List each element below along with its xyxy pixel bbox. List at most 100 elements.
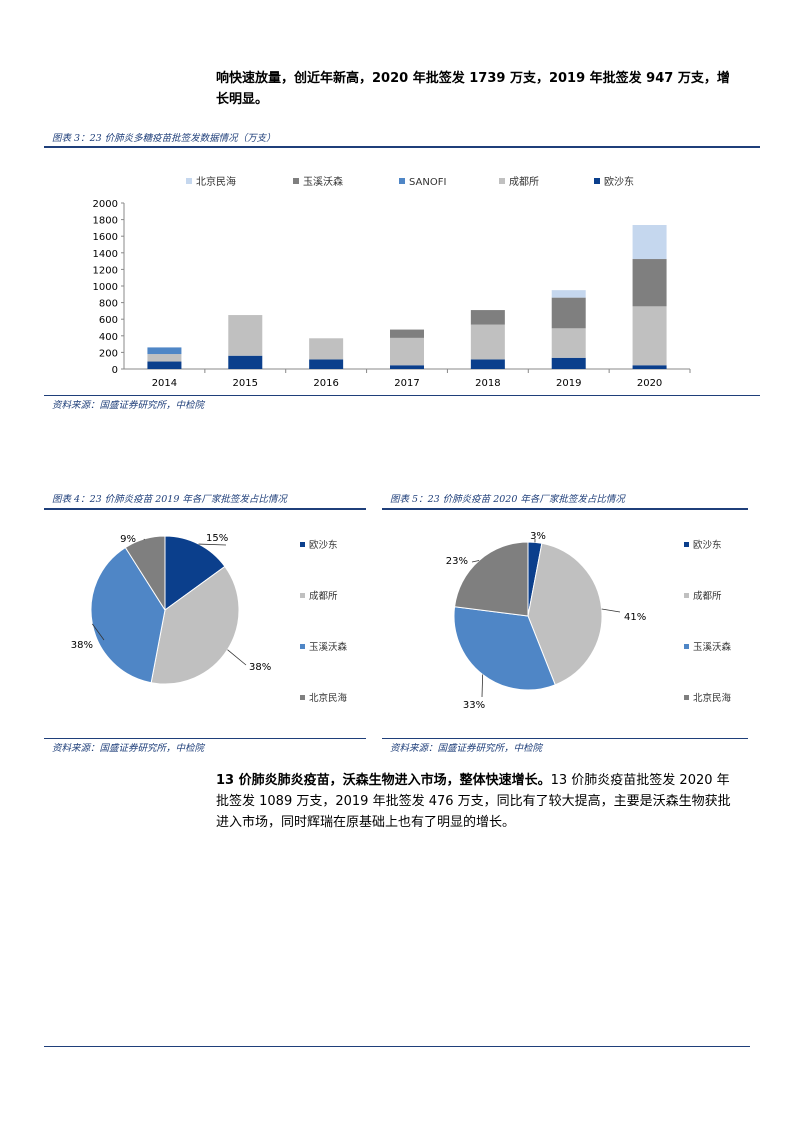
bar-segment xyxy=(551,357,586,369)
legend-label: 玉溪沃森 xyxy=(309,641,348,653)
y-tick-label: 1200 xyxy=(93,265,118,276)
legend-swatch xyxy=(300,542,305,547)
y-tick-label: 0 xyxy=(112,365,118,376)
figure5-top-rule xyxy=(382,508,748,510)
leader-line xyxy=(227,649,247,666)
bar-segment xyxy=(390,365,424,369)
legend-label: 成都所 xyxy=(509,176,539,188)
y-tick-label: 200 xyxy=(99,348,118,359)
x-tick-label: 2018 xyxy=(475,378,500,389)
x-tick-label: 2016 xyxy=(313,378,338,389)
legend-swatch xyxy=(499,178,505,184)
legend-swatch xyxy=(300,644,305,649)
legend-label: 北京民海 xyxy=(693,692,732,704)
y-tick-label: 2000 xyxy=(93,199,118,210)
figure3-source: 资料来源：国盛证券研究所，中检院 xyxy=(52,400,205,411)
section-line-1: 13 价肺炎肺炎疫苗，沃森生物进入市场，整体快速增长。13 价肺炎疫苗批签发 2… xyxy=(216,770,756,791)
figure3-bottom-rule xyxy=(44,395,760,396)
footer-rule xyxy=(44,1046,750,1047)
legend-swatch xyxy=(684,695,689,700)
figure5-caption: 图表 5：23 价肺炎疫苗 2020 年各厂家批签发占比情况 xyxy=(390,494,625,505)
y-tick-label: 1400 xyxy=(93,249,118,260)
y-tick-label: 1800 xyxy=(93,216,118,227)
legend-swatch xyxy=(684,593,689,598)
leader-line xyxy=(91,623,105,641)
data-label: 3% xyxy=(530,531,546,542)
bar-segment xyxy=(632,306,667,366)
bar-segment xyxy=(551,297,586,329)
bar-segment xyxy=(470,359,505,369)
figure3-top-rule xyxy=(44,146,760,148)
bar-segment xyxy=(228,315,263,356)
legend-swatch xyxy=(684,644,689,649)
data-label: 23% xyxy=(446,556,468,567)
legend-label: SANOFI xyxy=(409,177,446,188)
legend-label: 欧沙东 xyxy=(604,175,634,188)
pie-slice xyxy=(124,535,166,612)
section-paragraph: 13 价肺炎肺炎疫苗，沃森生物进入市场，整体快速增长。13 价肺炎疫苗批签发 2… xyxy=(216,770,756,833)
legend-label: 欧沙东 xyxy=(693,539,722,551)
intro-line-1: 响快速放量，创近年新高，2020 年批签发 1739 万支，2019 年批签发 … xyxy=(216,71,730,86)
bar-segment xyxy=(390,329,424,338)
intro-line-2: 长明显。 xyxy=(216,92,269,107)
leader-line xyxy=(198,543,227,546)
x-tick-label: 2017 xyxy=(394,378,419,389)
bar-segment xyxy=(147,354,182,362)
legend-label: 成都所 xyxy=(309,590,338,602)
legend-swatch xyxy=(293,178,299,184)
figure3-bar-chart: 北京民海 玉溪沃森 SANOFI 成都所 欧沙东 0 200 400 600 800 1000 120… xyxy=(93,175,691,389)
legend-label: 欧沙东 xyxy=(309,539,338,551)
legend-label: 成都所 xyxy=(693,590,722,602)
y-tick-label: 1600 xyxy=(93,232,118,243)
leader-line xyxy=(471,560,480,563)
y-tick-label: 1000 xyxy=(93,282,118,293)
leader-line xyxy=(601,608,621,613)
pie-slice xyxy=(150,565,240,685)
section-body-line-2: 批签发 1089 万支，2019 年批签发 476 万支，同比有了较大提高，主要… xyxy=(216,794,731,809)
figure5-bottom-rule xyxy=(382,738,748,739)
bar-segment xyxy=(390,337,424,366)
data-label: 38% xyxy=(71,640,93,651)
bar-segment xyxy=(228,355,263,369)
legend-swatch xyxy=(186,178,192,184)
pie-slice xyxy=(527,542,603,686)
legend-swatch xyxy=(300,695,305,700)
pie-slice xyxy=(453,606,556,691)
legend-label: 北京民海 xyxy=(309,692,348,704)
data-label: 9% xyxy=(120,534,136,545)
bar-segment xyxy=(632,365,667,369)
bar-segment xyxy=(470,310,505,325)
legend-label: 玉溪沃森 xyxy=(693,641,732,653)
data-label: 33% xyxy=(463,700,485,711)
figure5-source: 资料来源：国盛证券研究所，中检院 xyxy=(390,743,543,754)
x-tick-label: 2014 xyxy=(152,378,177,389)
figure4-bottom-rule xyxy=(44,738,366,739)
bar-segment xyxy=(309,359,344,369)
section-body-line-1: 13 价肺炎疫苗批签发 2020 年 xyxy=(550,773,730,788)
leader-line xyxy=(481,674,484,698)
section-body-line-3: 进入市场，同时辉瑞在原基础上也有了明显的增长。 xyxy=(216,815,516,830)
legend-label: 北京民海 xyxy=(196,175,236,188)
legend-swatch xyxy=(684,542,689,547)
bar-segment xyxy=(470,324,505,360)
pie-slice xyxy=(164,535,226,611)
figure4-caption: 图表 4：23 价肺炎疫苗 2019 年各厂家批签发占比情况 xyxy=(52,494,287,505)
data-label: 38% xyxy=(249,662,271,673)
bar-segment xyxy=(632,259,667,307)
bar-segment xyxy=(551,328,586,358)
legend-label: 玉溪沃森 xyxy=(303,175,343,188)
bar-segment xyxy=(147,361,182,369)
y-tick-label: 600 xyxy=(99,315,118,326)
figure4-top-rule xyxy=(44,508,366,510)
data-label: 15% xyxy=(206,533,228,544)
legend-swatch xyxy=(300,593,305,598)
figure3-caption: 图表 3：23 价肺炎多糖疫苗批签发数据情况（万支） xyxy=(52,133,276,144)
bar-segment xyxy=(551,290,586,298)
pie-slice xyxy=(454,541,529,617)
bar-segment xyxy=(309,338,344,360)
bar-segment xyxy=(147,347,182,355)
figure4-source: 资料来源：国盛证券研究所，中检院 xyxy=(52,743,205,754)
y-tick-label: 400 xyxy=(99,332,118,343)
